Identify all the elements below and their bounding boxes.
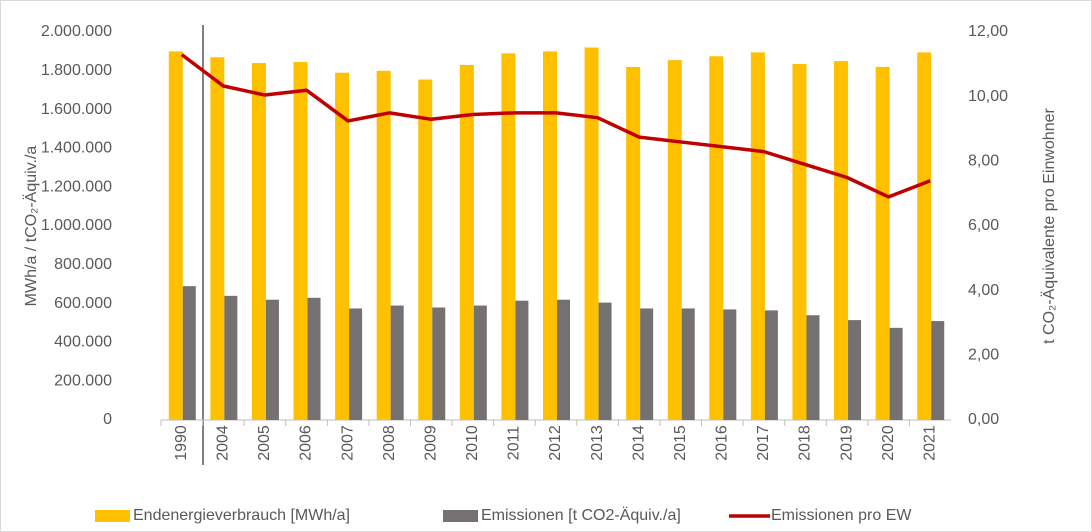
y-tick-label: 400.000 — [54, 334, 112, 351]
bar — [764, 310, 778, 420]
bar — [584, 47, 599, 421]
y2-tick-label: 0,00 — [968, 411, 999, 428]
bar — [501, 53, 516, 421]
x-tick-label: 2012 — [547, 425, 564, 461]
legend-label: Emissionen [t CO2-Äquiv./a] — [481, 506, 681, 524]
x-tick-label: 2007 — [339, 425, 356, 461]
x-tick-label: 2013 — [589, 425, 606, 461]
y2-tick-label: 12,00 — [968, 23, 1008, 40]
x-tick-label: 2009 — [422, 425, 439, 461]
bar — [917, 52, 932, 421]
y2-tick-label: 8,00 — [968, 153, 999, 170]
y2-tick-label: 6,00 — [968, 217, 999, 234]
x-tick-label: 1990 — [173, 425, 190, 461]
bar — [723, 309, 737, 420]
x-tick-label: 2011 — [506, 426, 523, 461]
bar — [792, 64, 807, 420]
line — [180, 53, 931, 199]
bar — [889, 327, 903, 420]
x-tick-label: 2018 — [797, 425, 814, 461]
x-tick-label: 2006 — [298, 425, 315, 461]
bar — [335, 72, 350, 421]
y-tick-label: 1.400.000 — [41, 140, 112, 157]
x-tick-label: 2010 — [464, 425, 481, 461]
x-tick-label: 2014 — [630, 425, 647, 461]
y-tick-label: 1.800.000 — [41, 62, 112, 79]
bar — [667, 60, 682, 420]
bar — [640, 308, 654, 420]
bar — [432, 307, 446, 420]
bar — [210, 57, 225, 420]
bar — [224, 295, 238, 420]
bar — [307, 297, 321, 420]
y-tick-label: 1.200.000 — [41, 178, 112, 195]
bar — [806, 315, 820, 420]
y-axis-label: MWh/a / tCO₂-Äquiv./a — [22, 146, 40, 307]
y2-tick-label: 2,00 — [968, 347, 999, 364]
bar — [418, 79, 433, 420]
y-tick-label: 200.000 — [54, 372, 112, 389]
x-tick-label: 2008 — [381, 425, 398, 461]
legend-label: Emissionen pro EW — [771, 507, 912, 524]
legend-swatch — [95, 510, 130, 522]
bar — [875, 66, 890, 421]
bar — [834, 61, 849, 420]
x-tick-label: 2015 — [672, 425, 689, 461]
bar — [349, 308, 363, 420]
bar — [848, 320, 862, 420]
y-tick-label: 600.000 — [54, 295, 112, 312]
y2-tick-label: 4,00 — [968, 282, 999, 299]
bar — [473, 305, 487, 420]
x-tick-label: 2016 — [714, 425, 731, 461]
bar — [168, 51, 183, 421]
bar — [709, 56, 724, 420]
y-tick-label: 0 — [103, 411, 112, 428]
x-tick-label: 2019 — [838, 425, 855, 461]
bar — [626, 66, 641, 421]
y-tick-label: 1.600.000 — [41, 101, 112, 118]
legend-swatch — [443, 510, 478, 522]
bar — [182, 286, 196, 420]
y-tick-label: 800.000 — [54, 256, 112, 273]
bar — [251, 63, 266, 420]
bar — [265, 299, 279, 420]
bar — [543, 51, 557, 421]
y2-axis-label: t CO₂-Äquivalente pro Einwohner — [1040, 108, 1058, 344]
x-tick-label: 2017 — [755, 425, 772, 461]
bar — [931, 321, 945, 420]
bar — [390, 305, 404, 420]
legend-label: Endenergieverbrauch [MWh/a] — [133, 507, 350, 524]
x-tick-label: 2004 — [215, 425, 232, 461]
y-tick-label: 2.000.000 — [41, 23, 112, 40]
y-tick-label: 1.000.000 — [41, 217, 112, 234]
bar — [598, 302, 612, 420]
bar — [376, 70, 391, 421]
bar — [557, 299, 570, 420]
x-tick-label: 2020 — [880, 425, 897, 461]
x-tick-label: 2021 — [921, 425, 938, 461]
bar — [681, 308, 695, 420]
bar — [750, 52, 765, 421]
bar — [459, 64, 474, 420]
y2-tick-label: 10,00 — [968, 88, 1008, 105]
bar — [515, 300, 529, 420]
bar — [293, 62, 308, 420]
x-tick-label: 2005 — [256, 425, 273, 461]
